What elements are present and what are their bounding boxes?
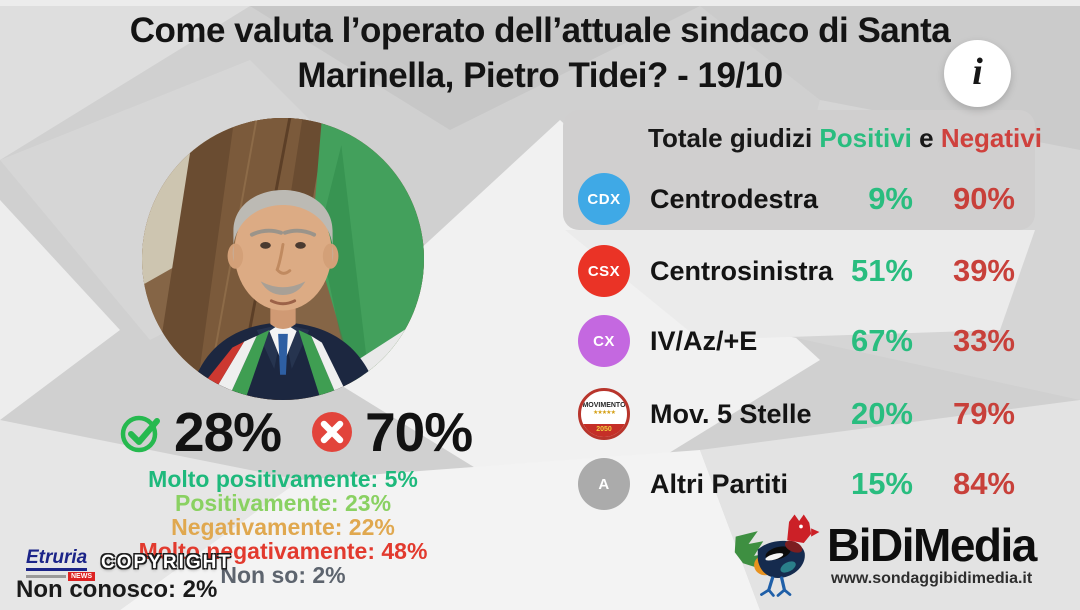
page-title: Come valuta l’operato dell’attuale sinda… xyxy=(0,8,1080,98)
heading-conj: e xyxy=(911,123,941,153)
breakdown-molto-positivamente: Molto positivamente: 5% xyxy=(148,466,418,492)
party-label: Altri Partiti xyxy=(650,468,789,499)
party-label: Mov. 5 Stelle xyxy=(650,398,812,429)
info-button[interactable]: i xyxy=(944,40,1011,107)
mayor-portrait-illustration xyxy=(142,118,424,400)
copyright-watermark: COPYRIGHT xyxy=(101,552,232,573)
party-label: Centrodestra xyxy=(650,183,819,214)
breakdown-negativamente: Negativamente: 22% xyxy=(171,514,395,540)
m5s-stars: ★★★★★ xyxy=(593,410,616,416)
bidimedia-name: BiDiMedia xyxy=(827,519,1037,571)
mayor-photo xyxy=(142,118,424,400)
negative-value: 33% xyxy=(952,323,1015,358)
positive-value: 9% xyxy=(868,181,913,216)
x-circle-icon xyxy=(312,412,353,452)
positive-value: 20% xyxy=(850,396,913,431)
m5s-logo-text: MOVIMENTO xyxy=(582,402,626,409)
check-circle-icon xyxy=(120,415,160,453)
non-conosco-label: Non conosco: 2% xyxy=(16,576,218,603)
rooster-logo-icon xyxy=(734,514,820,597)
info-icon: i xyxy=(972,50,983,93)
overall-approval: 28% 70% xyxy=(118,400,478,464)
breakdown-non-so: Non so: 2% xyxy=(220,562,346,588)
overall-positive-value: 28% xyxy=(174,401,282,463)
cdx-badge: CDX xyxy=(578,173,630,225)
negative-value: 39% xyxy=(952,253,1015,288)
cx-badge: CX xyxy=(578,315,630,367)
heading-negativi: Negativi xyxy=(940,123,1042,153)
m5s-logo: MOVIMENTO ★★★★★ 2050 xyxy=(578,388,630,440)
title-line-2: Marinella, Pietro Tidei? - 19/10 xyxy=(297,56,783,95)
table-heading: Totale giudizi Positivi e Negativi xyxy=(648,123,1042,154)
table-row-iv-az-e: CX IV/Az/+E 67% 33% xyxy=(578,312,1038,370)
table-row-centrodestra: CDX Centrodestra 9% 90% xyxy=(578,170,1038,228)
negative-value: 79% xyxy=(952,396,1015,431)
negative-value: 84% xyxy=(952,466,1015,501)
bidimedia-url: www.sondaggibidimedia.it xyxy=(831,570,1033,587)
etruria-logo: Etruria NEWS xyxy=(26,548,95,581)
bidimedia-logo: BiDiMedia www.sondaggibidimedia.it xyxy=(730,504,1060,604)
overall-negative-value: 70% xyxy=(365,401,473,463)
breakdown-positivamente: Positivamente: 23% xyxy=(174,490,392,516)
watermark: Etruria NEWS COPYRIGHT xyxy=(26,548,232,581)
positive-value: 15% xyxy=(850,466,913,501)
title-line-1: Come valuta l’operato dell’attuale sinda… xyxy=(129,11,951,50)
etruria-logo-text: Etruria xyxy=(26,548,88,571)
table-row-centrosinistra: CSX Centrosinistra 51% 39% xyxy=(578,242,1038,300)
positive-value: 51% xyxy=(850,253,913,288)
table-row-m5s: MOVIMENTO ★★★★★ 2050 Mov. 5 Stelle 20% 7… xyxy=(578,385,1038,443)
positive-value: 67% xyxy=(850,323,913,358)
altri-badge: A xyxy=(578,458,630,510)
party-label: IV/Az/+E xyxy=(650,325,758,356)
table-row-altri-partiti: A Altri Partiti 15% 84% xyxy=(578,455,1038,513)
etruria-news-tag: NEWS xyxy=(68,572,95,581)
party-label: Centrosinistra xyxy=(650,255,834,286)
csx-badge: CSX xyxy=(578,245,630,297)
heading-positivi: Positivi xyxy=(819,123,912,153)
heading-prefix: Totale giudizi xyxy=(648,123,820,153)
m5s-year: 2050 xyxy=(581,424,627,437)
judgement-breakdown: Molto positivamente: 5% Positivamente: 2… xyxy=(83,467,483,587)
etruria-logo-bar xyxy=(26,575,66,578)
negative-value: 90% xyxy=(952,181,1015,216)
breakdown-molto-negativamente: Molto negativamente: 48% xyxy=(138,538,428,564)
